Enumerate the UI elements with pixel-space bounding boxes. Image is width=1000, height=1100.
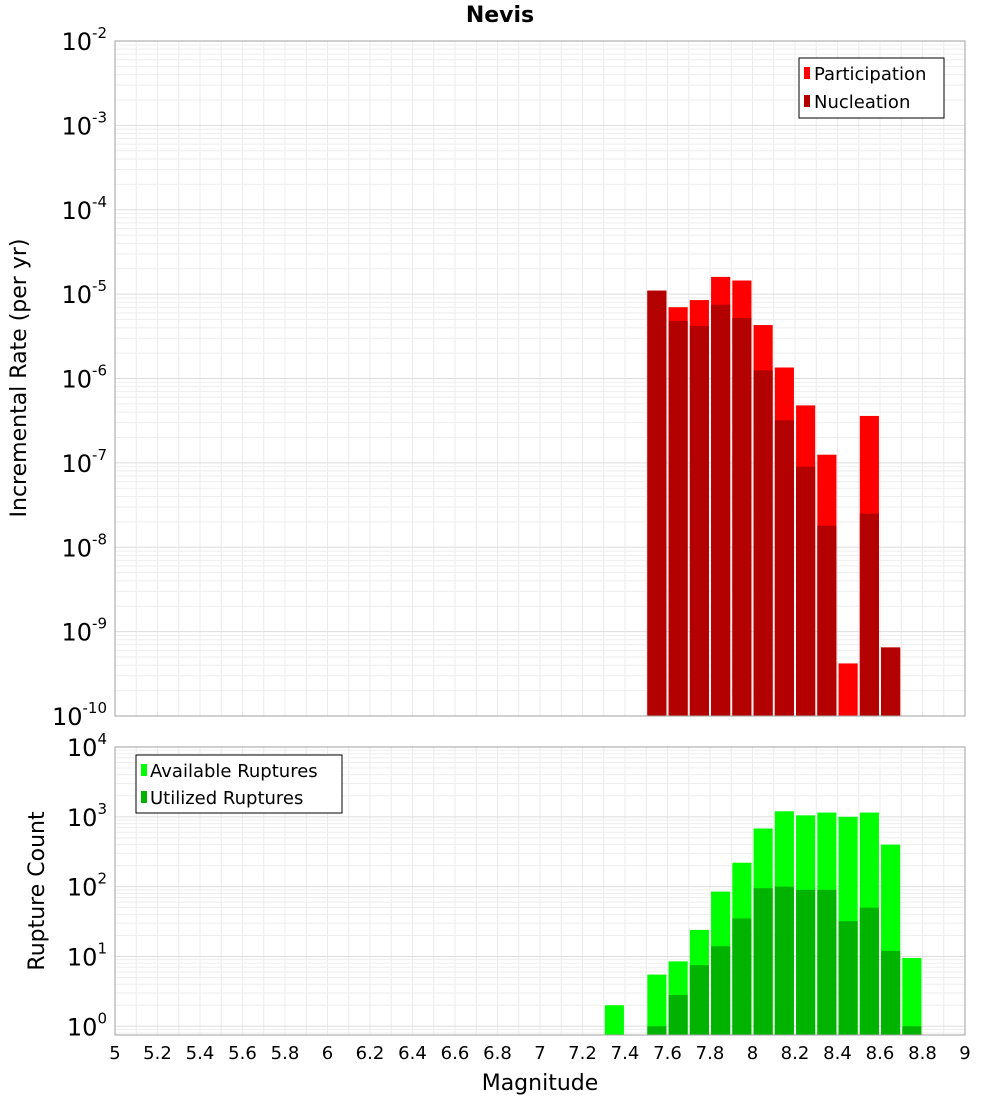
count-bars (604, 811, 922, 1035)
x-tick-label: 6.4 (398, 1043, 427, 1064)
x-tick-label: 7.6 (653, 1043, 682, 1064)
utilized-ruptures-bar (796, 889, 816, 1035)
x-tick-labels: 5 5.2 5.4 5.6 5.8 6 6.2 6.4 6.6 6.8 7 7.2 7.4 7.6 7.8 8… (109, 1043, 970, 1064)
x-tick-label: 8.2 (781, 1043, 810, 1064)
nucleation-bar (647, 290, 667, 716)
rate-y-tick-label: 10-3 (61, 108, 107, 140)
x-tick-label: 6 (322, 1043, 333, 1064)
utilized-ruptures-bar (732, 918, 752, 1035)
nucleation-bar (732, 318, 752, 716)
x-tick-label: 8.6 (866, 1043, 895, 1064)
utilized-ruptures-bar (647, 1026, 667, 1035)
x-tick-label: 5.8 (271, 1043, 300, 1064)
count-y-tick-label: 103 (67, 800, 107, 832)
available-legend-swatch (141, 764, 147, 776)
x-tick-label: 7.2 (568, 1043, 597, 1064)
x-tick-label: 7 (534, 1043, 545, 1064)
rate-y-tick-label: 10-9 (61, 615, 107, 647)
available-ruptures-bar (647, 974, 667, 1035)
x-tick-label: 9 (959, 1043, 970, 1064)
rate-y-tick-label: 10-5 (61, 277, 107, 309)
rate-y-tick-label: 10-6 (61, 362, 107, 394)
rate-legend-box (798, 57, 945, 119)
rate-y-tick-label: 10-7 (61, 446, 107, 478)
count-y-ticks: 104 103 102 101 100 (67, 730, 107, 1041)
available-ruptures-bar (902, 958, 922, 1035)
x-tick-label: 6.8 (483, 1043, 512, 1064)
rate-grid (114, 40, 966, 717)
x-tick-label: 8.8 (908, 1043, 937, 1064)
rate-panel: 10-2 10-3 10-4 10-5 10-6 10-7 10-8 10-9 10-10 In… (7, 24, 966, 731)
count-y-tick-label: 102 (67, 870, 107, 902)
count-y-axis-label: Rupture Count (25, 811, 50, 971)
x-axis-label: Magnitude (482, 1071, 599, 1096)
utilized-ruptures-bar (711, 946, 731, 1035)
nucleation-legend-label: Nucleation (814, 92, 910, 113)
participation-legend-label: Participation (814, 64, 926, 85)
nucleation-bar (881, 647, 901, 716)
x-tick-label: 6.2 (356, 1043, 385, 1064)
participation-bar (838, 663, 858, 716)
utilized-ruptures-bar (838, 921, 858, 1035)
utilized-ruptures-bar (817, 889, 837, 1035)
rate-y-tick-label: 10-10 (52, 699, 107, 731)
rate-y-tick-label: 10-8 (61, 530, 107, 562)
count-y-tick-label: 104 (67, 730, 107, 762)
utilized-legend-swatch (141, 791, 147, 803)
nucleation-bar (817, 525, 837, 716)
rate-legend: Participation Nucleation (798, 57, 945, 119)
utilized-ruptures-bar (859, 907, 879, 1035)
rate-plot-frame (114, 40, 966, 717)
nucleation-bar (859, 513, 879, 716)
utilized-ruptures-bar (902, 1026, 922, 1035)
x-tick-label: 7.8 (696, 1043, 725, 1064)
x-tick-label: 5.4 (186, 1043, 215, 1064)
count-panel: 104 103 102 101 100 Rupture Count Available … (25, 730, 971, 1096)
nucleation-bar (668, 321, 688, 716)
count-y-tick-label: 101 (67, 939, 107, 971)
nucleation-bar (711, 304, 731, 716)
nucleation-bar (796, 466, 816, 716)
nucleation-bar (753, 370, 773, 716)
utilized-legend-label: Utilized Ruptures (150, 788, 303, 809)
x-tick-label: 5.6 (228, 1043, 257, 1064)
x-tick-label: 7.4 (611, 1043, 640, 1064)
count-y-tick-label: 100 (67, 1009, 107, 1041)
count-legend-box (135, 754, 343, 814)
nucleation-bar (774, 420, 794, 716)
count-plot-frame (114, 746, 966, 1036)
x-tick-label: 5.2 (143, 1043, 172, 1064)
utilized-ruptures-bar (668, 995, 688, 1035)
rate-bars (647, 276, 901, 716)
rate-y-axis-label: Incremental Rate (per yr) (7, 239, 32, 518)
rate-y-ticks: 10-2 10-3 10-4 10-5 10-6 10-7 10-8 10-9 10-10 (52, 24, 107, 731)
utilized-ruptures-bar (753, 888, 773, 1035)
utilized-ruptures-bar (689, 965, 709, 1035)
x-tick-label: 6.6 (441, 1043, 470, 1064)
utilized-ruptures-bar (881, 950, 901, 1035)
available-legend-label: Available Ruptures (150, 761, 318, 782)
available-ruptures-bar (604, 1005, 624, 1035)
count-legend: Available Ruptures Utilized Ruptures (135, 754, 343, 814)
x-tick-label: 8 (747, 1043, 758, 1064)
utilized-ruptures-bar (774, 886, 794, 1035)
nucleation-bar (689, 325, 709, 716)
nucleation-legend-swatch (804, 95, 810, 107)
x-tick-label: 8.4 (823, 1043, 852, 1064)
participation-legend-swatch (804, 67, 810, 79)
x-tick-label: 5 (109, 1043, 120, 1064)
chart-title: Nevis (466, 3, 534, 28)
rate-y-tick-label: 10-2 (61, 24, 107, 56)
rate-y-tick-label: 10-4 (61, 193, 107, 225)
